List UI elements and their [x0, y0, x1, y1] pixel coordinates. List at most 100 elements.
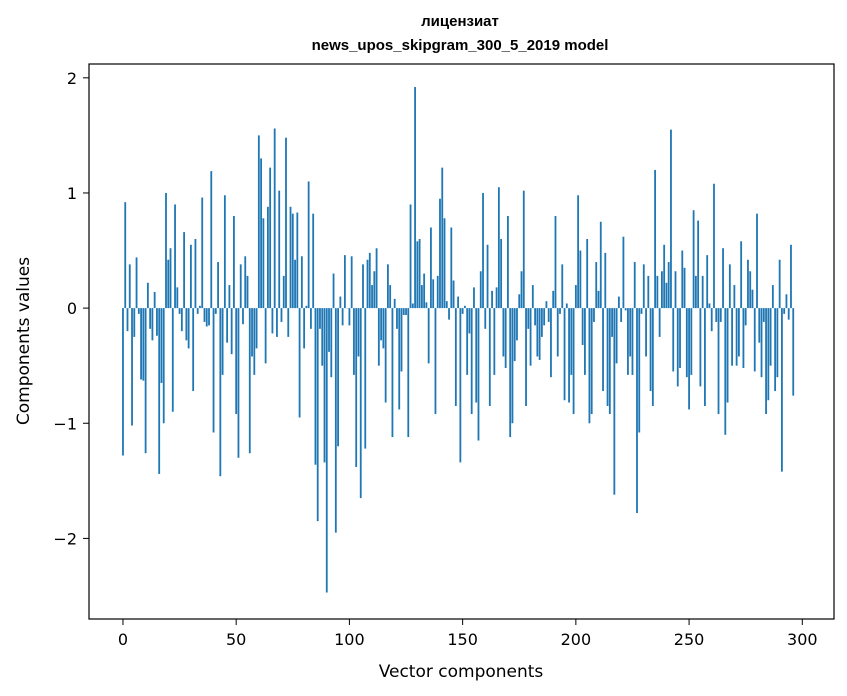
bar-0	[122, 308, 124, 456]
bar-97	[341, 308, 344, 326]
bar-172	[511, 308, 514, 424]
bar-14	[153, 291, 156, 309]
bar-210	[597, 290, 600, 309]
bar-209	[595, 262, 598, 309]
bar-168	[502, 308, 505, 357]
bar-102	[353, 308, 355, 375]
bar-253	[694, 275, 697, 309]
bar-94	[334, 308, 337, 533]
bar-281	[758, 308, 761, 343]
bar-271	[735, 308, 738, 366]
bar-232	[647, 275, 650, 309]
bar-26	[180, 308, 183, 332]
bar-169	[504, 308, 507, 368]
bar-5	[133, 308, 136, 337]
bar-71	[282, 275, 285, 309]
bar-118	[389, 285, 392, 309]
bar-293	[785, 294, 788, 309]
bar-75	[291, 213, 294, 309]
bar-22	[171, 308, 174, 412]
bar-65	[269, 167, 272, 309]
bar-200	[574, 285, 577, 309]
bar-137	[432, 279, 435, 309]
bar-264	[719, 308, 722, 322]
bar-119	[391, 308, 394, 438]
bar-101	[350, 256, 353, 309]
bar-263	[717, 308, 720, 415]
bar-288	[774, 308, 777, 392]
bar-258	[706, 255, 709, 309]
bar-143	[445, 301, 448, 309]
bar-46	[226, 308, 229, 343]
bar-151	[463, 305, 466, 309]
bar-294	[787, 308, 790, 320]
bar-256	[701, 275, 704, 309]
bar-150	[461, 308, 464, 314]
bar-6	[135, 257, 138, 309]
x-tick-label-150: 150	[447, 630, 478, 649]
bar-277	[749, 271, 752, 309]
bar-179	[527, 308, 530, 329]
bar-8	[140, 308, 142, 380]
bar-128	[411, 303, 414, 309]
bar-226	[633, 262, 636, 309]
bar-78	[298, 308, 301, 418]
bar-162	[488, 308, 491, 406]
bar-124	[402, 308, 405, 316]
bar-63	[264, 308, 267, 364]
bar-154	[470, 308, 473, 415]
bar-100	[348, 308, 351, 326]
bar-81	[305, 305, 308, 309]
bar-213	[604, 252, 607, 309]
bar-202	[579, 250, 582, 309]
bar-17	[160, 308, 163, 383]
bar-234	[651, 308, 654, 406]
bar-161	[486, 244, 489, 309]
bar-283	[762, 308, 765, 322]
bar-16	[158, 308, 161, 474]
bar-251	[690, 308, 693, 375]
bar-201	[577, 195, 580, 309]
bar-239	[663, 244, 666, 309]
y-tick-label--2: −2	[53, 529, 77, 548]
bar-121	[396, 308, 398, 329]
bar-217	[613, 308, 616, 495]
bar-89	[323, 308, 326, 463]
bar-33	[196, 308, 199, 314]
bar-212	[602, 308, 604, 392]
bar-142	[443, 218, 446, 309]
bar-32	[194, 239, 197, 309]
bar-34	[199, 305, 201, 309]
bar-261	[713, 183, 715, 309]
bar-243	[672, 308, 675, 372]
bar-274	[742, 308, 745, 368]
bar-1	[124, 202, 127, 309]
bar-27	[183, 232, 186, 309]
bar-214	[606, 308, 609, 406]
bar-267	[726, 308, 729, 403]
bar-77	[296, 212, 299, 309]
y-tick-label-1: 1	[67, 184, 77, 203]
bar-250	[688, 308, 690, 410]
bar-186	[543, 308, 546, 326]
bar-35	[201, 197, 204, 309]
bar-37	[205, 308, 208, 327]
bar-227	[636, 308, 638, 514]
bar-24	[176, 287, 179, 309]
x-tick-label-300: 300	[787, 630, 818, 649]
bar-290	[778, 259, 781, 309]
bar-45	[223, 195, 226, 309]
bar-82	[307, 181, 310, 309]
bar-285	[767, 308, 770, 401]
bar-88	[321, 308, 324, 366]
bar-107	[364, 308, 367, 449]
bar-152	[466, 308, 469, 375]
bar-153	[468, 308, 471, 334]
bar-182	[534, 308, 536, 326]
bar-268	[728, 264, 731, 309]
bar-141	[441, 167, 444, 309]
bar-103	[355, 308, 358, 468]
bar-79	[300, 256, 303, 309]
bar-31	[192, 308, 195, 392]
